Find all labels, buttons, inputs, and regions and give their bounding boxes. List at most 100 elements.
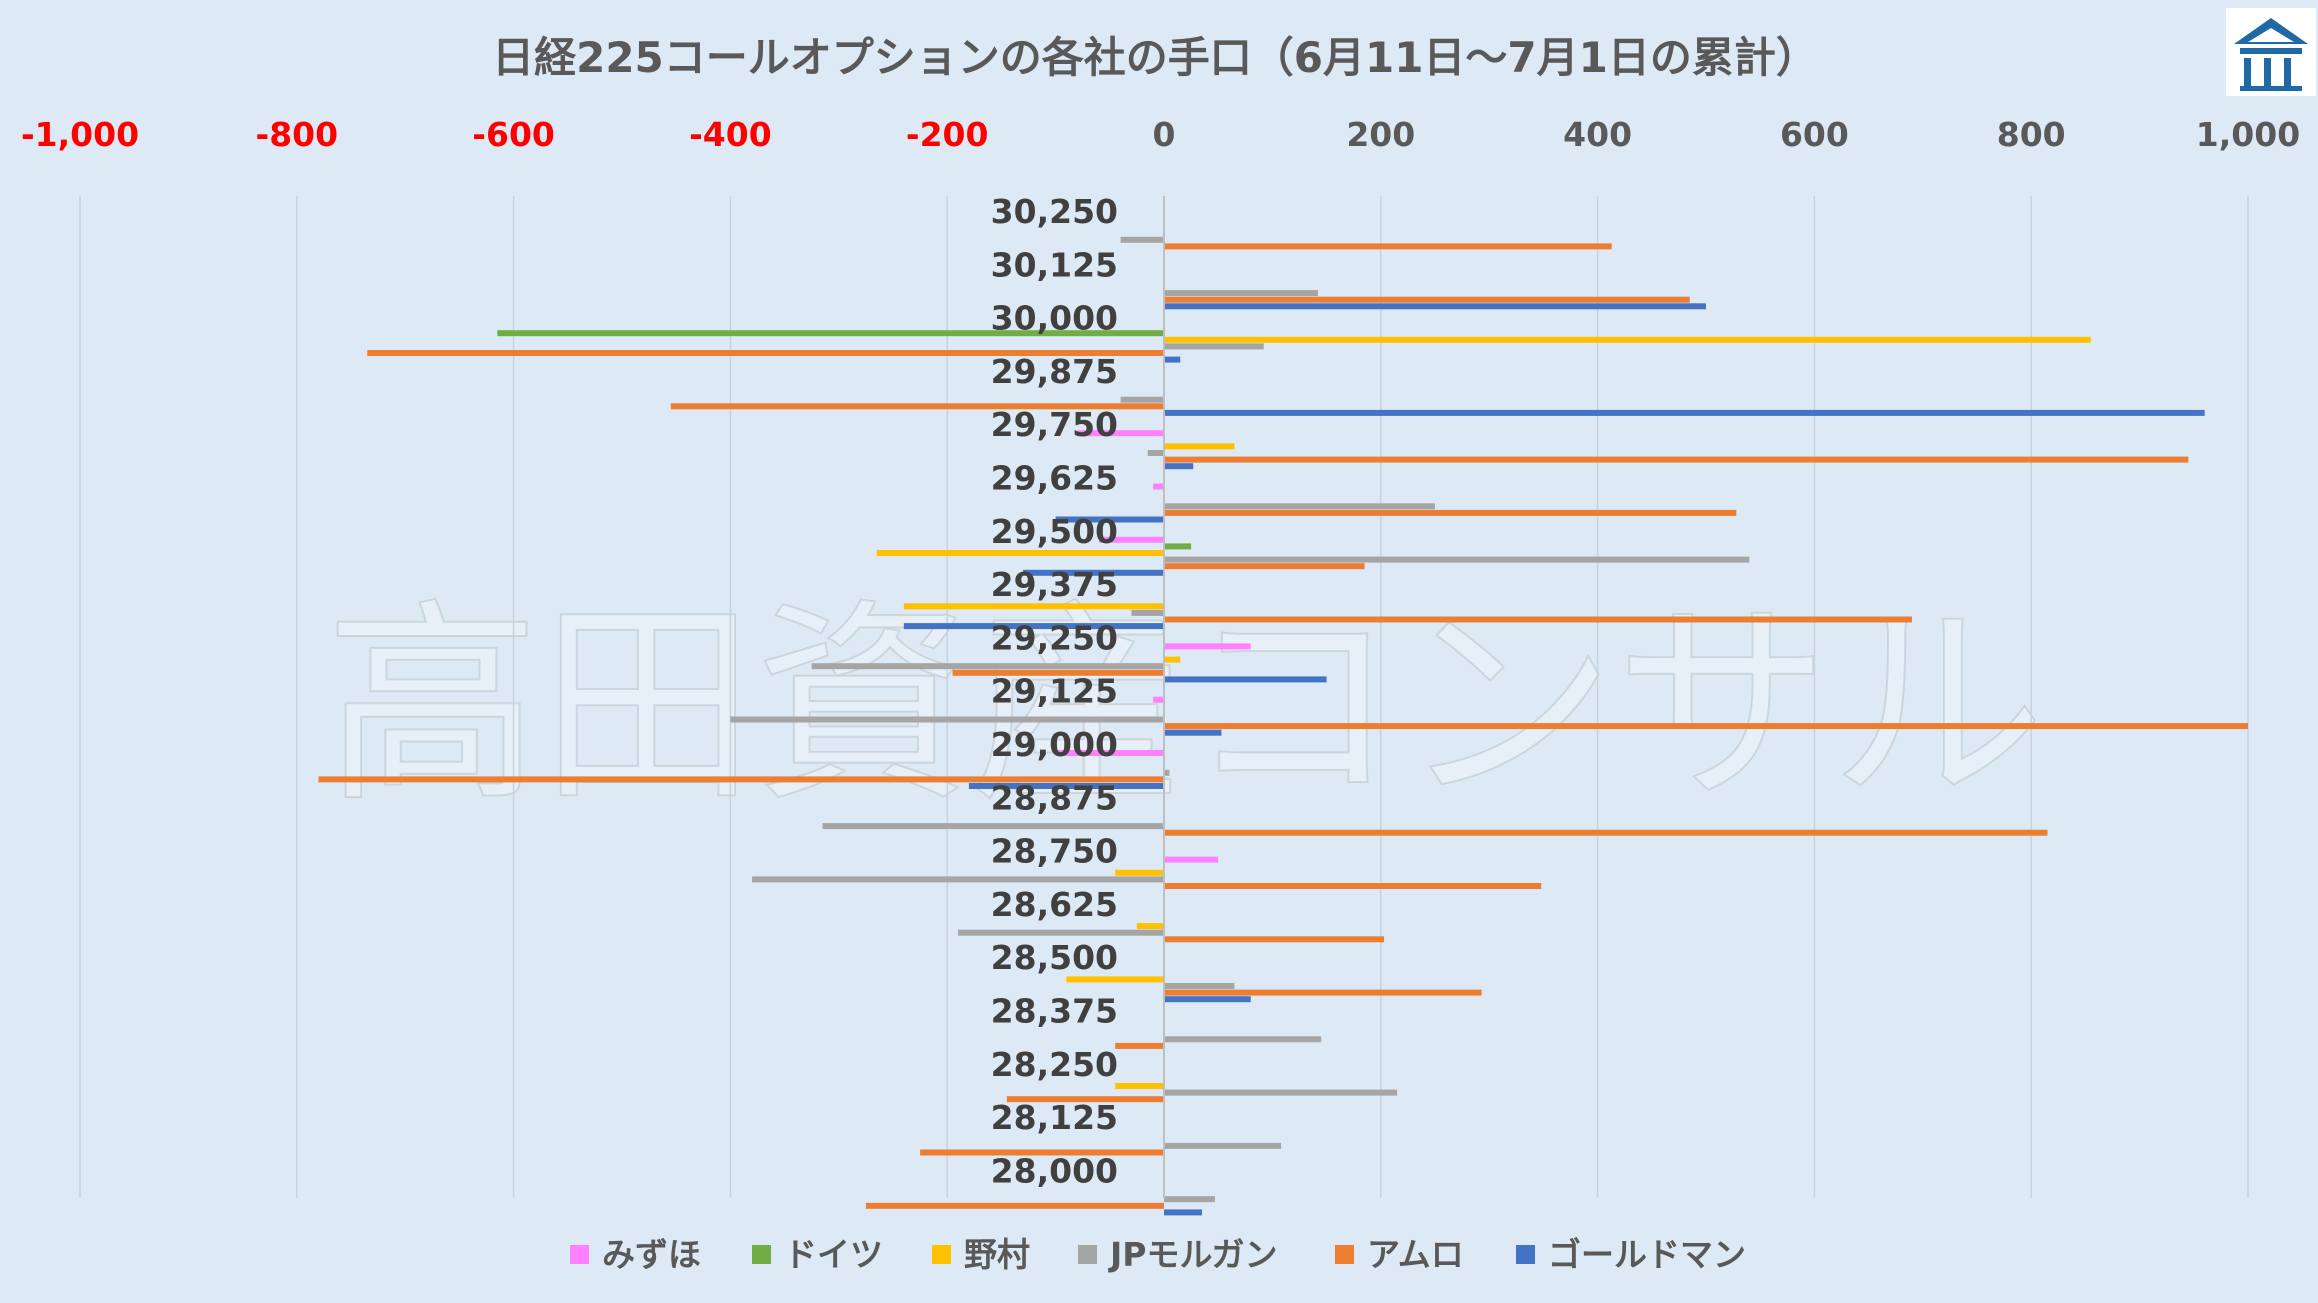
bar-みずほ-29,000	[1055, 750, 1164, 756]
category-label: 28,000	[991, 1151, 1118, 1190]
category-label: 28,375	[991, 992, 1118, 1031]
bar-ゴールドマン-29,250	[1164, 676, 1327, 683]
bar-野村-29,250	[1164, 656, 1181, 663]
bar-JPモルガン-29,125	[730, 716, 1164, 723]
bar-アムロ-29,375	[1164, 616, 1912, 623]
bar-ゴールドマン-29,000	[968, 783, 1164, 789]
x-tick-labels: -1,000 -800 -600 -400 -200 0 200 400 600 800 1,000	[21, 115, 2300, 154]
bar-JPモルガン-30,125	[1164, 290, 1318, 297]
legend-swatch	[570, 1245, 589, 1264]
category-label: 28,125	[991, 1098, 1118, 1137]
category-label: 30,125	[991, 245, 1118, 284]
bar-ゴールドマン-29,625	[1055, 516, 1164, 523]
bar-アムロ-30,125	[1164, 296, 1690, 303]
bar-ゴールドマン-28,000	[1164, 1209, 1202, 1216]
bar-野村-28,500	[1066, 976, 1164, 983]
x-tick-label: 0	[1153, 115, 1176, 154]
bar-JPモルガン-30,250	[1120, 236, 1164, 243]
bar-ゴールドマン-29,375	[903, 623, 1164, 630]
category-label: 28,750	[991, 832, 1118, 871]
bar-ゴールドマン-29,500	[1023, 569, 1164, 576]
bar-JPモルガン-28,500	[1164, 983, 1235, 989]
category-label: 28,250	[991, 1045, 1118, 1084]
bar-JPモルガン-29,625	[1164, 503, 1435, 510]
bar-アムロ-29,625	[1164, 509, 1737, 516]
bar-JPモルガン-29,875	[1120, 396, 1164, 403]
bar-アムロ-28,500	[1164, 989, 1482, 996]
x-tick-label: -400	[689, 115, 772, 154]
category-labels: 30,250 30,125 30,000 29,875 29,750 29,625 29,5…	[991, 192, 1118, 1190]
legend-label: アムロ	[1367, 1235, 1464, 1274]
x-tick-label: -200	[906, 115, 989, 154]
bar-JPモルガン-28,250	[1164, 1089, 1398, 1096]
x-tick-label: 800	[1997, 115, 2066, 154]
bar-みずほ-29,250	[1164, 643, 1251, 650]
category-label: 29,250	[991, 618, 1118, 657]
category-label: 29,625	[991, 459, 1118, 498]
bar-アムロ-29,250	[952, 669, 1164, 676]
bar-野村-28,750	[1115, 869, 1164, 876]
bar-JPモルガン-28,125	[1164, 1142, 1282, 1149]
bar-JPモルガン-28,000	[1164, 1196, 1215, 1203]
bar-JPモルガン-28,625	[958, 929, 1164, 936]
bar-JPモルガン-29,375	[1131, 609, 1164, 616]
bar-アムロ-30,250	[1164, 243, 1612, 250]
bar-アムロ-29,000	[318, 776, 1165, 783]
bar-ゴールドマン-30,000	[1164, 356, 1181, 363]
x-tick-label: -600	[472, 115, 555, 154]
bar-JPモルガン-28,875	[822, 823, 1164, 830]
bar-みずほ-29,125	[1153, 696, 1164, 703]
bar-JPモルガン-30,000	[1164, 343, 1264, 350]
category-label: 29,000	[991, 725, 1118, 764]
legend-label: みずほ	[602, 1235, 701, 1274]
bar-ゴールドマン-29,750	[1164, 463, 1194, 470]
bar-野村-28,250	[1115, 1083, 1164, 1089]
category-label: 29,500	[991, 512, 1118, 551]
bar-ゴールドマン-28,500	[1164, 996, 1251, 1003]
legend-label: ゴールドマン	[1548, 1235, 1746, 1274]
category-label: 29,750	[991, 405, 1118, 444]
bar-アムロ-28,125	[920, 1149, 1164, 1156]
bar-ドイツ-30,000	[497, 330, 1165, 337]
bar-JPモルガン-29,750	[1147, 450, 1164, 456]
bar-アムロ-29,500	[1164, 563, 1365, 570]
bar-アムロ-28,625	[1164, 936, 1385, 943]
category-label: 28,875	[991, 778, 1118, 817]
gridlines	[79, 196, 2249, 1198]
bar-JPモルガン-29,250	[811, 663, 1164, 670]
bar-みずほ-29,625	[1153, 483, 1164, 490]
bar-野村-28,625	[1136, 923, 1164, 930]
category-label: 29,875	[991, 352, 1118, 391]
bar-みずほ-28,750	[1164, 856, 1219, 863]
x-tick-label: 1,000	[2196, 115, 2300, 154]
x-tick-label: -1,000	[21, 115, 139, 154]
category-label: 28,625	[991, 885, 1118, 924]
bar-JPモルガン-28,375	[1164, 1036, 1322, 1043]
bar-ドイツ-29,500	[1164, 543, 1192, 550]
bar-アムロ-28,375	[1115, 1042, 1164, 1049]
bar-野村-29,500	[876, 550, 1164, 556]
legend-label: ドイツ	[784, 1235, 883, 1274]
chart-title: 日経225コールオプションの各社の手口（6月11日〜7月1日の累計）	[492, 33, 1818, 82]
legend-swatch	[1078, 1245, 1097, 1264]
bar-ゴールドマン-29,125	[1164, 729, 1222, 736]
bar-JPモルガン-29,000	[1164, 769, 1170, 776]
x-tick-label: 600	[1780, 115, 1849, 154]
x-tick-label: 400	[1563, 115, 1632, 154]
legend-swatch	[932, 1245, 951, 1264]
category-label: 29,125	[991, 672, 1118, 711]
legend-label: JPモルガン	[1108, 1235, 1277, 1274]
bars	[318, 236, 2248, 1216]
house-logo-icon	[2226, 8, 2316, 96]
category-label: 30,250	[991, 192, 1118, 231]
bar-アムロ-28,875	[1164, 829, 2048, 836]
bar-アムロ-29,875	[670, 403, 1164, 410]
bar-ゴールドマン-30,125	[1164, 303, 1706, 310]
legend-label: 野村	[964, 1235, 1030, 1274]
x-tick-label: -800	[256, 115, 339, 154]
bar-ゴールドマン-29,875	[1164, 409, 2205, 416]
category-label: 30,000	[991, 299, 1118, 338]
bar-アムロ-28,750	[1164, 883, 1542, 889]
bar-JPモルガン-28,750	[752, 876, 1164, 883]
